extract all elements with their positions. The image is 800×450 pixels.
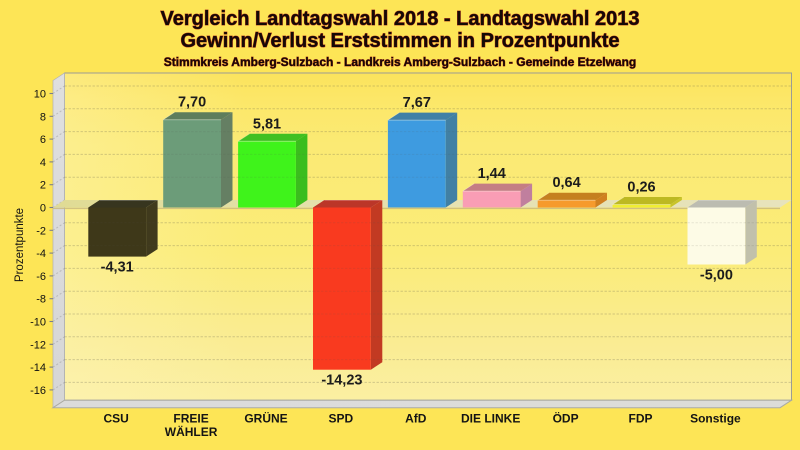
svg-text:-6: -6 [36, 271, 46, 283]
svg-text:-8: -8 [36, 294, 46, 306]
svg-text:0,26: 0,26 [627, 180, 655, 196]
svg-text:Sonstige: Sonstige [690, 412, 741, 426]
svg-text:0: 0 [40, 203, 46, 215]
svg-text:5,81: 5,81 [253, 116, 281, 132]
svg-text:8: 8 [40, 111, 46, 123]
svg-text:1,44: 1,44 [478, 166, 506, 182]
svg-text:-14: -14 [30, 362, 46, 374]
svg-text:GRÜNE: GRÜNE [244, 411, 287, 426]
svg-text:7,67: 7,67 [403, 95, 431, 111]
svg-text:-4,31: -4,31 [101, 260, 134, 276]
svg-text:Stimmkreis Amberg-Sulzbach - L: Stimmkreis Amberg-Sulzbach - Landkreis A… [164, 55, 637, 69]
svg-text:-2: -2 [36, 225, 46, 237]
svg-text:4: 4 [40, 157, 46, 169]
svg-text:FDP: FDP [629, 412, 653, 426]
svg-text:-4: -4 [36, 248, 46, 260]
svg-text:CSU: CSU [104, 412, 129, 426]
svg-text:2: 2 [40, 180, 46, 192]
svg-text:Gewinn/Verlust Erststimmen in: Gewinn/Verlust Erststimmen in Prozentpun… [181, 30, 620, 52]
svg-text:-16: -16 [30, 385, 46, 397]
svg-text:10: 10 [34, 89, 46, 101]
svg-text:6: 6 [40, 134, 46, 146]
svg-text:-10: -10 [30, 317, 46, 329]
svg-text:-5,00: -5,00 [700, 268, 733, 284]
svg-text:Vergleich Landtagswahl 2018 -: Vergleich Landtagswahl 2018 - Landtagswa… [160, 8, 639, 30]
svg-text:WÄHLER: WÄHLER [165, 424, 218, 439]
svg-text:-14,23: -14,23 [321, 373, 362, 389]
svg-text:-12: -12 [30, 339, 46, 351]
svg-text:AfD: AfD [405, 412, 427, 426]
svg-text:FREIE: FREIE [173, 412, 208, 426]
svg-text:7,70: 7,70 [178, 95, 206, 111]
svg-text:Prozentpunkte: Prozentpunkte [14, 208, 26, 282]
svg-text:SPD: SPD [329, 412, 354, 426]
svg-text:0,64: 0,64 [552, 175, 580, 191]
svg-text:DIE LINKE: DIE LINKE [461, 412, 520, 426]
svg-text:ÖDP: ÖDP [553, 411, 579, 426]
